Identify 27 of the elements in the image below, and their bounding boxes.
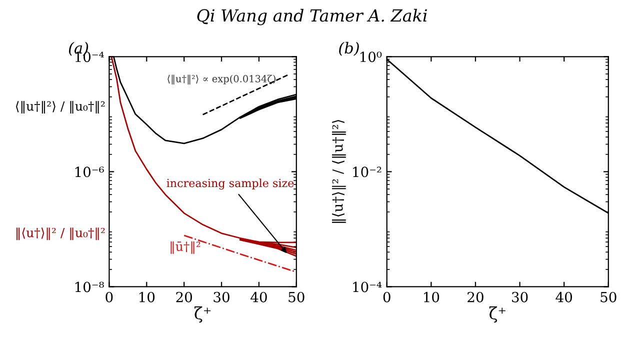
- text: Qi Wang and Tamer A. Zaki: [197, 8, 427, 26]
- annotation: ⟨‖u†‖²⟩ ∝ exp(0.0134ζ): [168, 74, 276, 85]
- y-tick-label: 10⁻²: [353, 166, 382, 178]
- x-tick-label: 40: [556, 292, 572, 302]
- x-tick-label: 0: [383, 292, 390, 302]
- x-tick-label: 40: [250, 292, 267, 302]
- x-axis-title: ζ⁺: [194, 306, 211, 323]
- x-tick-label: 10: [424, 292, 440, 302]
- y-tick-label: 10⁻⁶: [75, 166, 104, 178]
- x-tick-label: 20: [468, 292, 484, 302]
- x-tick-label: 20: [176, 292, 192, 302]
- y-tick-label: 10⁰: [360, 52, 382, 62]
- y-tick-label: 10⁻⁸: [75, 282, 104, 292]
- x-tick-label: 10: [140, 292, 155, 302]
- x-tick-label: 30: [214, 292, 230, 302]
- series-label: ⟨‖u†‖²⟩ / ‖u₀†‖²: [16, 101, 105, 114]
- y-tick-label: 10⁻⁴: [353, 282, 382, 292]
- x-axis-title: ζ⁺: [489, 306, 506, 323]
- y-axis-title: ‖⟨u†⟩‖² / ⟨‖u†‖²⟩: [332, 120, 346, 223]
- annotation: increasing sample size: [166, 178, 294, 190]
- x-tick-label: 50: [288, 292, 304, 302]
- x-tick-label: 0: [106, 292, 113, 302]
- x-tick-label: 50: [600, 292, 616, 302]
- text: ‖⟨u†⟩‖² / ‖u₀†‖²: [16, 228, 105, 240]
- x-tick-label: 30: [512, 292, 528, 302]
- chart-title: (b): [339, 42, 359, 56]
- series-label: ‖ū†‖²: [170, 241, 200, 254]
